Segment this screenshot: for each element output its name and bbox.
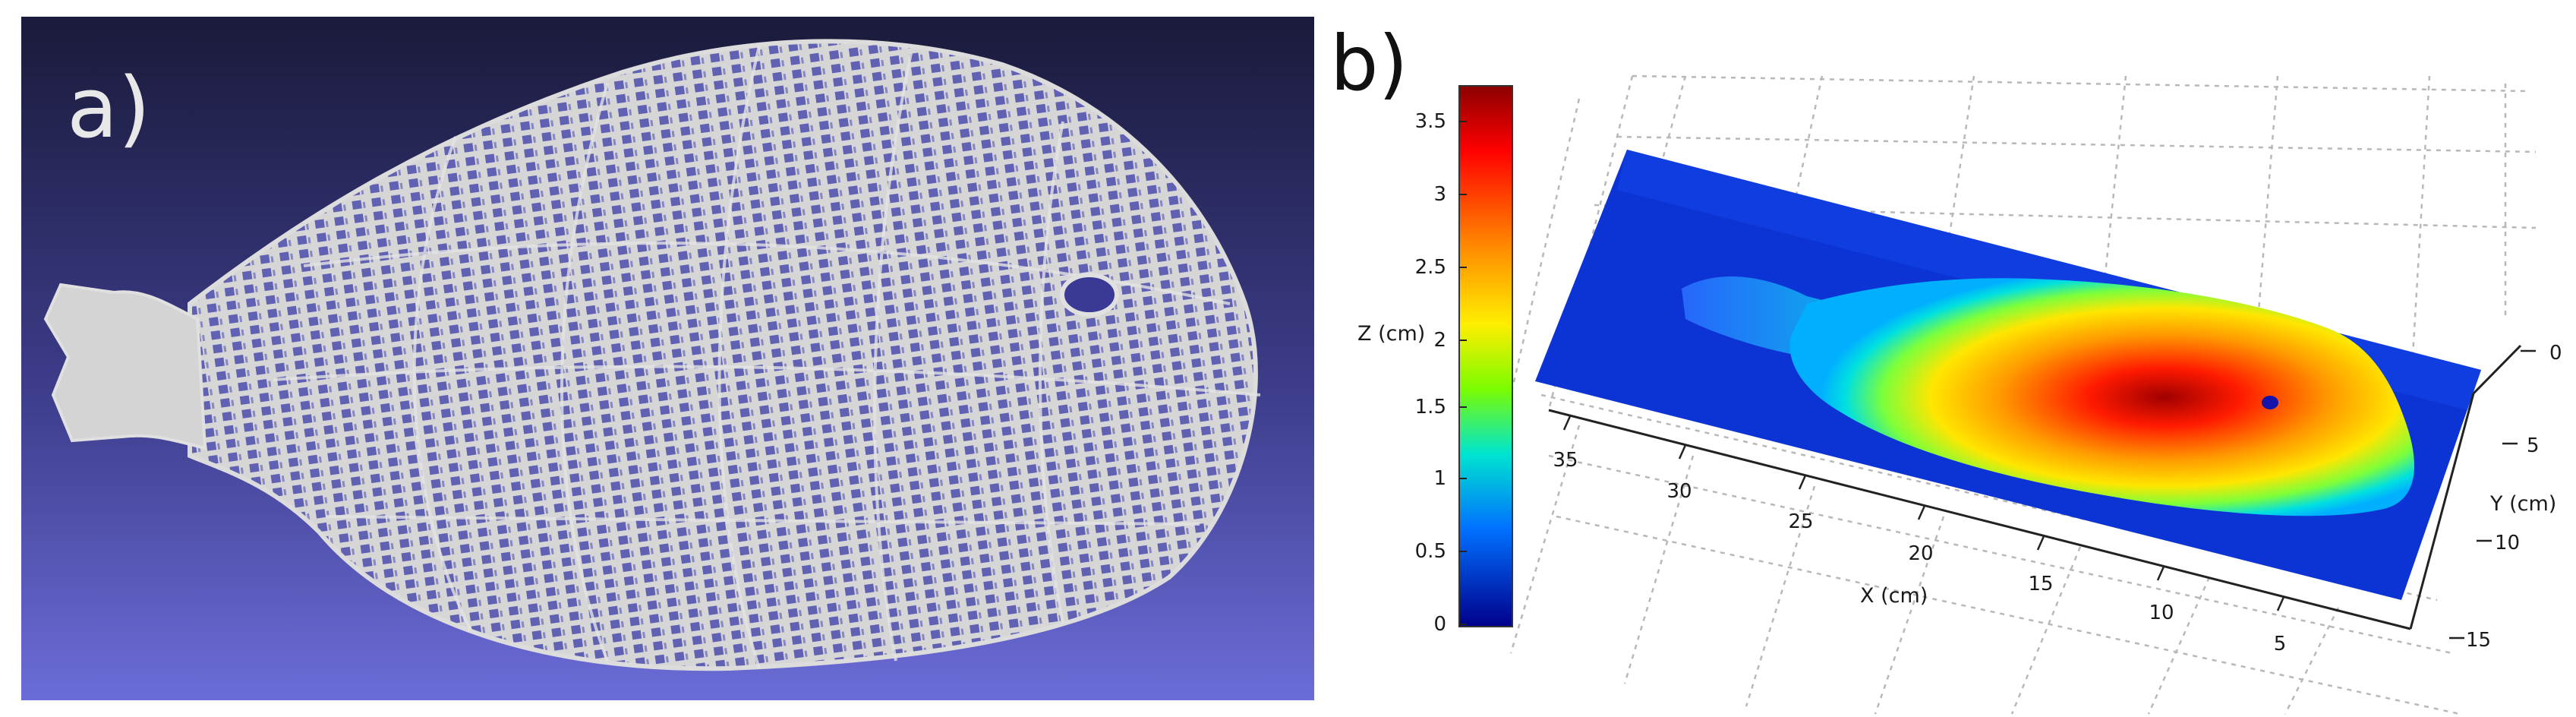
colorbar-tick-label: 0 — [1433, 613, 1446, 636]
heat-eye-spot — [2262, 396, 2278, 409]
fish-tail — [43, 283, 207, 450]
x-tick-label: 5 — [2274, 633, 2287, 655]
colorbar-ticks — [1459, 121, 1467, 625]
x-tick-label: 10 — [2149, 602, 2174, 624]
colorbar-tick-label: 3 — [1433, 183, 1446, 206]
x-tick-label: 20 — [1908, 542, 1933, 565]
colorbar — [1458, 85, 1513, 627]
colorbar-tick-label: 2 — [1433, 329, 1446, 352]
y-tick-label: 15 — [2466, 629, 2491, 652]
x-axis-label: X (cm) — [1860, 584, 1928, 608]
axis-lines — [1548, 344, 2522, 630]
panel-a: a) — [21, 17, 1314, 700]
y-tick-label: 5 — [2527, 434, 2540, 457]
heat-body — [1789, 278, 2414, 516]
y-tick-label: 10 — [2495, 532, 2520, 554]
x-axis-ticks — [1562, 415, 2285, 611]
fish-eye — [1060, 273, 1119, 317]
panel-a-label: a) — [67, 59, 150, 156]
x-tick-label: 15 — [2028, 573, 2053, 595]
y-tick-label: 0 — [2549, 342, 2562, 365]
x-tick-label: 30 — [1666, 480, 1692, 503]
y-axis-ticks — [2449, 349, 2536, 640]
x-tick-label: 25 — [1788, 510, 1813, 533]
fish-mesh-lines — [273, 45, 1261, 669]
x-tick-label: 35 — [1553, 449, 1578, 472]
panel-b: b) — [1330, 19, 2562, 715]
colorbar-tick-label: 2.5 — [1415, 256, 1446, 279]
colorbar-tick-label: 0.5 — [1415, 540, 1446, 563]
panel-b-label: b) — [1330, 19, 1408, 108]
fish-mesh-body — [188, 39, 1258, 671]
z-axis-label: Z (cm) — [1357, 322, 1425, 346]
colorbar-tick-label: 3.5 — [1415, 110, 1446, 133]
colorbar-tick-label: 1 — [1433, 467, 1446, 490]
colorbar-tick-label: 1.5 — [1415, 396, 1446, 419]
y-axis-label: Y (cm) — [2489, 492, 2556, 516]
